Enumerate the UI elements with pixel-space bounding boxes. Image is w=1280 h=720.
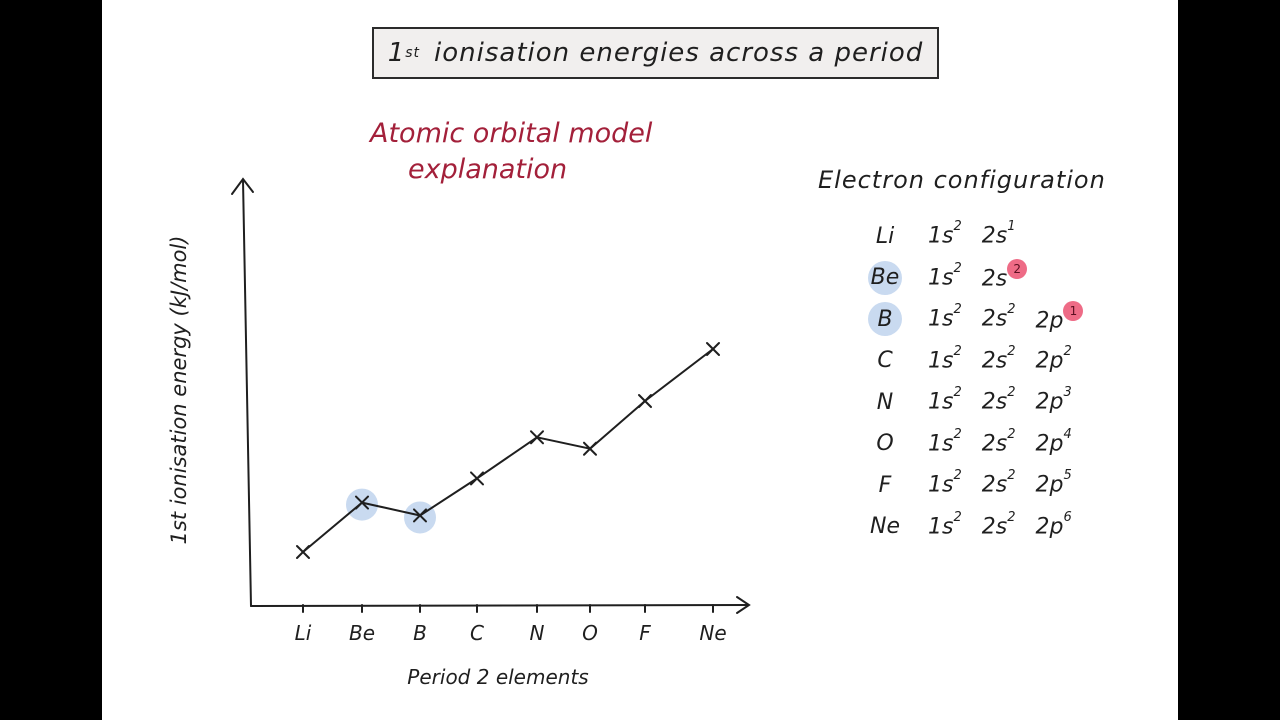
config-element: O [876,431,894,456]
canvas [102,0,1178,720]
x-tick-label-n: N [530,621,545,645]
config-orbital: 1s2 [928,260,962,291]
data-point-o [583,441,597,456]
x-tick-label-f: F [639,621,651,645]
marker-stroke [530,430,544,445]
chart-series [296,342,720,559]
config-orbital: 1s2 [928,468,962,498]
series-line [302,348,714,553]
config-element: B [868,302,902,336]
y-axis [242,179,252,607]
x-tick-label-be: Be [349,621,375,645]
config-orbital: 1s2 [928,509,962,540]
subtitle: Atomic orbital model explanation [370,116,652,188]
x-axis [250,604,749,607]
config-orbital: 2p5 [1035,468,1072,498]
data-point-be [355,495,369,510]
subtitle-line1: Atomic orbital model [370,118,653,149]
config-orbital: 1s2 [928,385,962,415]
config-orbital: 2p2 [1035,343,1072,374]
config-row-b: B 1s2 2s2 2p 1 [868,300,1103,336]
x-tick-label-ne: Ne [699,621,726,645]
config-orbital: 2s1 [981,219,1016,249]
config-orbital: 1s2 [928,302,962,332]
config-element: N [876,389,894,415]
config-element: Li [875,223,895,249]
highlight-be [346,488,378,521]
config-element: C [877,348,893,373]
data-point-li [296,545,310,559]
config-orbital: 2s2 [981,468,1016,498]
config-row-n: N 1s2 2s2 2p3 [868,385,1092,419]
highlight-b [404,501,436,534]
config-orbital: 1s2 [928,426,962,457]
x-tick-label-o: O [582,621,598,645]
config-row-li: Li 1s2 2s1 [868,219,1036,253]
config-element: Be [868,260,902,295]
data-point-ne [706,342,720,356]
marker-stroke [355,495,369,510]
config-orbital: 2s2 [981,385,1016,415]
title-prefix: 1 [387,38,406,68]
config-orbital: 2s2 [981,426,1016,457]
config-orbital: 2s2 [981,509,1016,540]
data-point-f [638,394,652,409]
config-row-o: O 1s2 2s2 2p4 [868,427,1092,461]
config-element: F [878,472,892,498]
config-orbital: 1s2 [928,219,962,249]
config-heading: Electron configuration [818,166,1106,194]
x-axis-label: Period 2 elements [407,665,588,689]
marker-stroke [470,471,484,486]
config-row-be: Be 1s2 2s 2 [868,259,1047,295]
title-sup: st [405,45,421,61]
x-tick-label-c: C [470,621,484,645]
chart-axes [231,177,751,614]
title-text: ionisation energies across a period [434,38,924,68]
y-axis-label: 1st ionisation energy (kJ/mol) [167,236,191,545]
marker-stroke [583,441,597,456]
y-axis-arrow [231,177,254,195]
config-orbital: 2s2 [981,343,1016,374]
marker-stroke [296,545,310,559]
config-orbital: 2p 1 [1036,300,1084,333]
config-orbital: 1s2 [928,343,962,374]
marker-stroke [638,394,652,409]
config-orbital: 2s2 [981,302,1016,332]
x-tick-label-b: B [413,621,427,645]
x-tick-label-li: Li [295,621,312,645]
data-point-n [530,430,544,445]
config-orbital: 2p6 [1035,509,1072,540]
config-row-ne: Ne 1s2 2s2 2p6 [868,510,1092,544]
x-axis-arrow [736,596,751,614]
config-orbital: 2p4 [1035,426,1072,457]
config-orbital: 2p3 [1035,385,1072,415]
marker-stroke [413,508,427,523]
config-row-f: F 1s2 2s2 2p5 [868,468,1092,502]
subtitle-line2: explanation [408,154,568,185]
config-row-c: C 1s2 2s2 2p2 [868,344,1092,378]
config-element: Ne [870,514,900,539]
marker-stroke [706,342,720,356]
data-point-c [470,471,484,486]
data-point-b [413,508,427,523]
chart-highlights [346,488,436,534]
chart-ticks: Li Be B C N O F Ne [295,604,727,645]
